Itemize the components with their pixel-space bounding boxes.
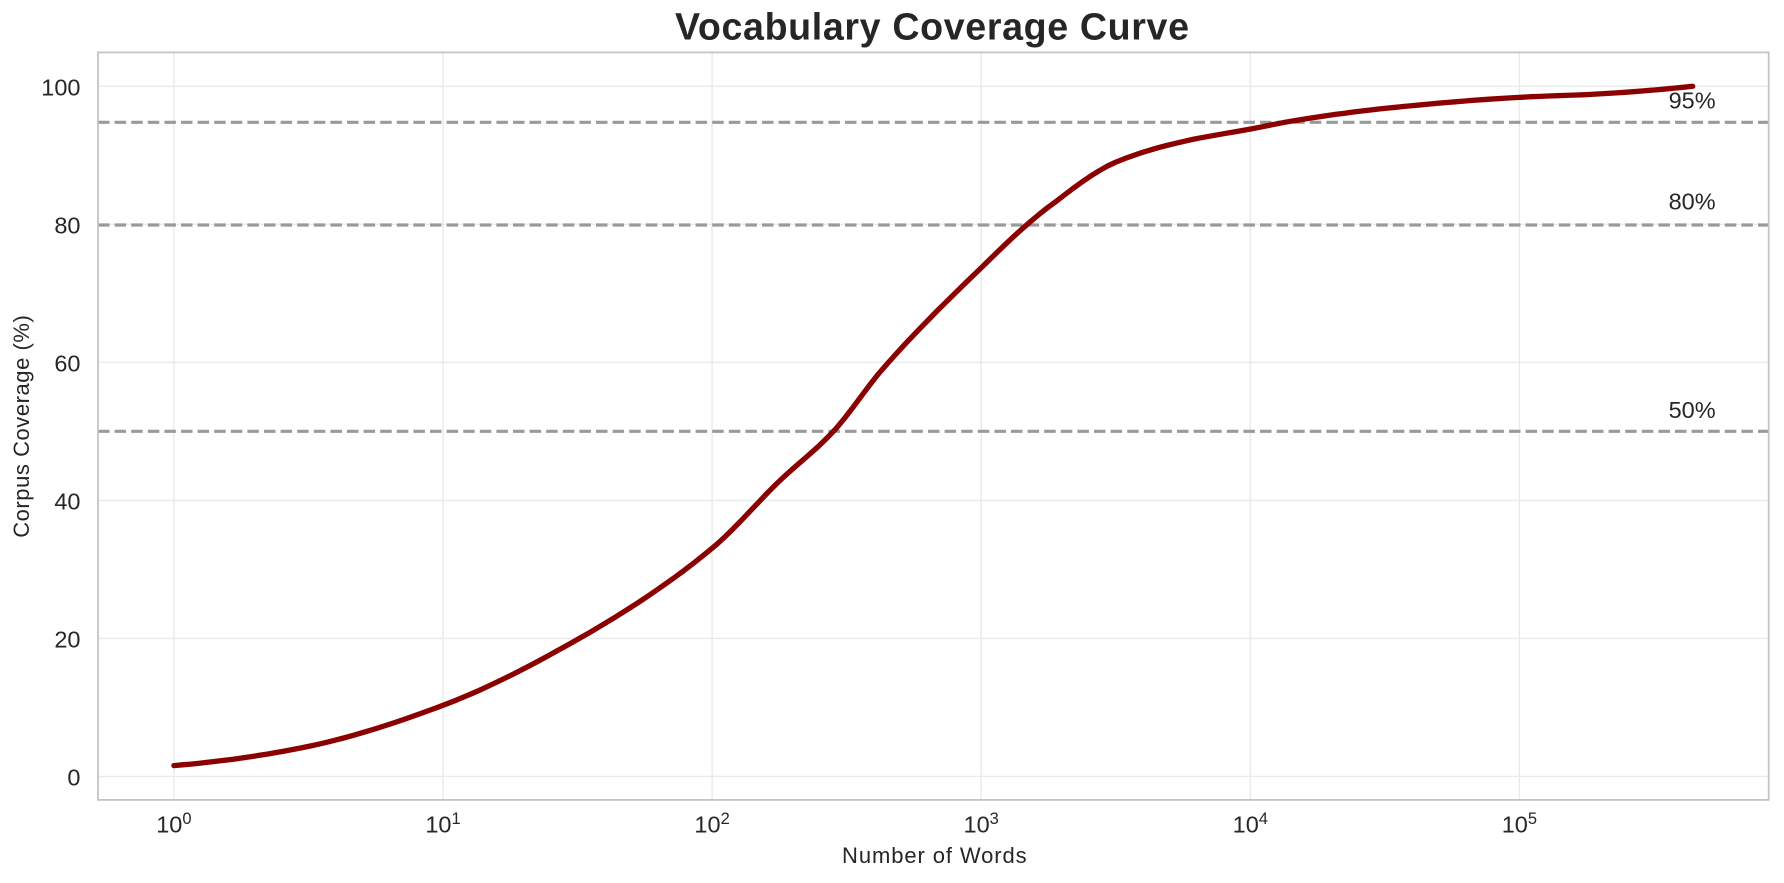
svg-text:Corpus Coverage (%): Corpus Coverage (%) [9,315,34,538]
svg-text:Vocabulary Coverage Curve: Vocabulary Coverage Curve [675,6,1190,48]
svg-text:80%: 80% [1669,189,1716,215]
svg-text:100: 100 [156,810,191,838]
svg-text:80: 80 [54,212,80,238]
svg-text:0: 0 [67,765,80,791]
svg-text:95%: 95% [1669,88,1716,114]
svg-text:50%: 50% [1669,397,1716,423]
svg-text:Number of Words: Number of Words [842,843,1027,868]
svg-text:100: 100 [41,74,80,100]
svg-text:20: 20 [54,627,80,653]
svg-text:60: 60 [54,350,80,376]
svg-text:40: 40 [54,489,80,515]
